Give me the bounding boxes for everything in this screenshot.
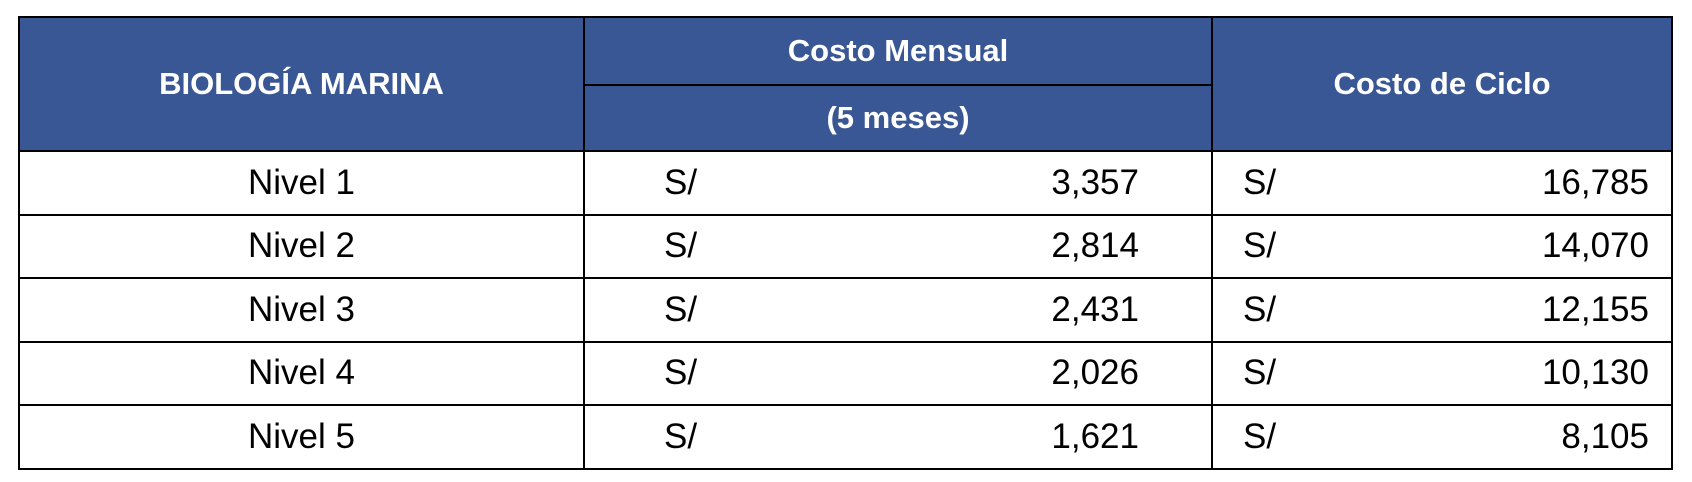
header-cycle: Costo de Ciclo [1211,16,1673,152]
currency: S/ [1243,416,1277,456]
monthly-cost: 2,431 [1051,289,1139,329]
currency: S/ [664,353,698,393]
cycle-cell: S/12,155 [1211,277,1673,343]
currency: S/ [664,416,698,456]
row-label: Nivel 1 [18,150,585,216]
cycle-cell: S/8,105 [1211,404,1673,470]
currency: S/ [1243,162,1277,202]
cycle-cost: 16,785 [1541,162,1649,202]
monthly-cost: 3,357 [1051,162,1139,202]
cycle-cost: 8,105 [1561,416,1649,456]
monthly-cost: 1,621 [1051,416,1139,456]
row-label: Nivel 2 [18,213,585,279]
currency: S/ [664,289,698,329]
cycle-cell: S/10,130 [1211,340,1673,406]
monthly-cell: S/2,026 [583,340,1213,406]
currency: S/ [1243,289,1277,329]
row-label: Nivel 3 [18,277,585,343]
cycle-cost: 14,070 [1541,226,1649,266]
header-monthly-note: (5 meses) [583,84,1213,152]
cycle-cost: 12,155 [1541,289,1649,329]
currency: S/ [664,162,698,202]
monthly-cost: 2,814 [1051,226,1139,266]
cycle-cell: S/14,070 [1211,213,1673,279]
header-subject: BIOLOGÍA MARINA [18,16,585,152]
monthly-cell: S/2,814 [583,213,1213,279]
monthly-cost: 2,026 [1051,353,1139,393]
currency: S/ [664,226,698,266]
monthly-cell: S/3,357 [583,150,1213,216]
cycle-cost: 10,130 [1541,353,1649,393]
cycle-cell: S/16,785 [1211,150,1673,216]
currency: S/ [1243,226,1277,266]
row-label: Nivel 4 [18,340,585,406]
monthly-cell: S/2,431 [583,277,1213,343]
monthly-cell: S/1,621 [583,404,1213,470]
header-monthly: Costo Mensual [583,16,1213,86]
row-label: Nivel 5 [18,404,585,470]
currency: S/ [1243,353,1277,393]
